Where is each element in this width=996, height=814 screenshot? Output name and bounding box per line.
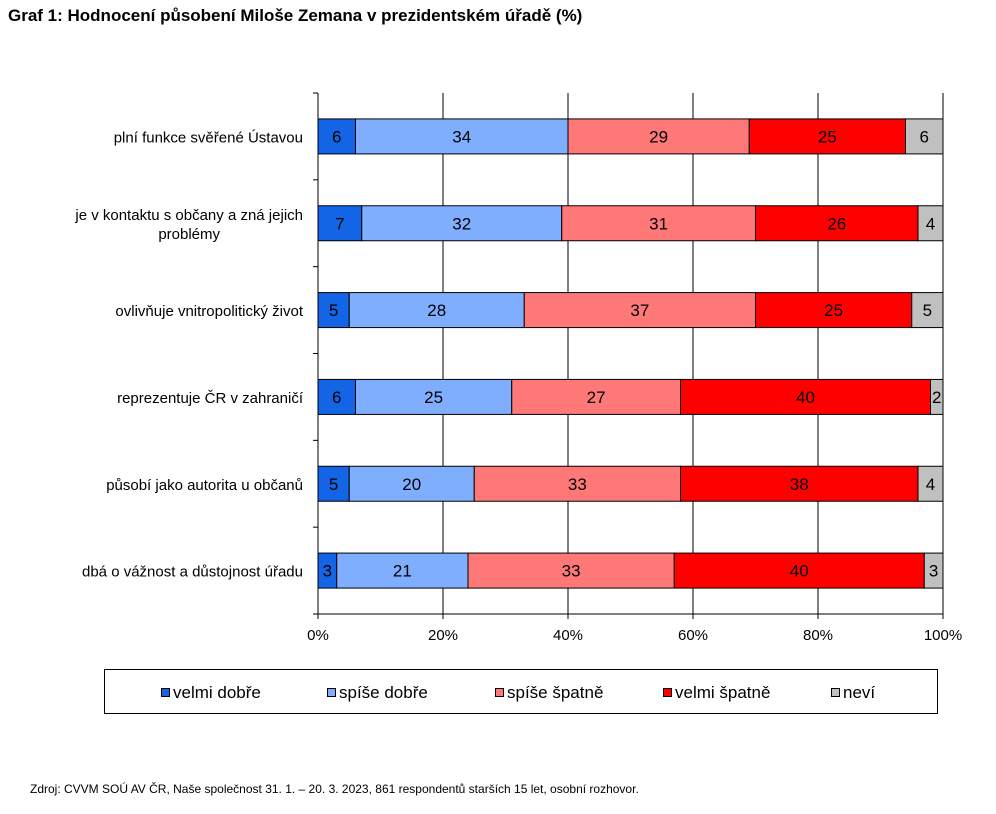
- axes: 0% 20% 40% 60% 80% 100%: [307, 92, 962, 644]
- x-tick-label: 60%: [678, 627, 708, 644]
- x-tick-label: 40%: [553, 627, 583, 644]
- data-label: 25: [818, 127, 837, 146]
- bar-segment: [905, 118, 944, 155]
- data-label: 40: [790, 562, 809, 581]
- data-label: 34: [452, 127, 471, 146]
- x-tick-label: 100%: [924, 627, 962, 644]
- data-label: 5: [923, 301, 932, 320]
- data-label: 32: [452, 214, 471, 233]
- legend-label: velmi špatně: [675, 682, 771, 702]
- x-tick-label: 20%: [428, 627, 458, 644]
- bar-segment: [317, 118, 356, 155]
- data-label: 6: [332, 127, 341, 146]
- legend-label: velmi dobře: [173, 682, 261, 702]
- legend-item: velmi špatně: [663, 670, 770, 715]
- data-label: 2: [932, 388, 941, 407]
- bars: 6 34 29 25 67 32 31 26 45 28 37 25 56 25 27 40 25 20 33 38 4…: [317, 118, 944, 589]
- category-label: problémy: [158, 226, 220, 243]
- bar-segment: [561, 205, 756, 242]
- bar-segment: [336, 552, 469, 589]
- bar-segment: [748, 118, 906, 155]
- bar-segment: [361, 205, 563, 242]
- data-label: 33: [562, 562, 581, 581]
- grid-lines: [442, 93, 944, 614]
- bar-segment: [917, 205, 944, 242]
- stacked-bar-chart: 0% 20% 40% 60% 80% 100% 6 34 29 25 67 32 31 26 45 28 37…: [74, 92, 962, 644]
- data-label: 37: [630, 301, 649, 320]
- bar-segment: [355, 118, 569, 155]
- data-label: 40: [796, 388, 815, 407]
- bar-segment: [911, 292, 944, 329]
- data-label: 5: [329, 301, 338, 320]
- bar-segment: [673, 552, 925, 589]
- data-label: 31: [649, 214, 668, 233]
- bar-segment: [511, 378, 681, 415]
- data-label: 28: [427, 301, 446, 320]
- legend-item: spíše dobře: [327, 670, 428, 715]
- legend-swatch: [327, 688, 336, 697]
- x-tick-label: 80%: [803, 627, 833, 644]
- bar-segment: [567, 118, 750, 155]
- bar-segment: [680, 465, 919, 502]
- source-note: Zdroj: CVVM SOÚ AV ČR, Naše společnost 3…: [30, 782, 639, 796]
- data-label: 20: [402, 475, 421, 494]
- data-label: 5: [329, 475, 338, 494]
- category-label: je v kontaktu s občany a zná jejich: [74, 207, 303, 224]
- legend-item: velmi dobře: [161, 670, 261, 715]
- category-label: dbá o vážnost a důstojnost úřadu: [82, 564, 303, 581]
- data-label: 6: [920, 127, 929, 146]
- data-label: 38: [790, 475, 809, 494]
- data-label: 21: [393, 562, 412, 581]
- data-label: 3: [323, 562, 332, 581]
- bar-segment: [923, 552, 944, 589]
- bar-segment: [317, 292, 350, 329]
- data-label: 33: [568, 475, 587, 494]
- bar-segment: [348, 465, 475, 502]
- data-label: 27: [587, 388, 606, 407]
- legend-swatch: [161, 688, 170, 697]
- data-label: 4: [926, 214, 935, 233]
- category-label: plní funkce svěřené Ústavou: [114, 129, 303, 146]
- legend-label: spíše dobře: [339, 682, 428, 702]
- data-label: 25: [824, 301, 843, 320]
- data-label: 6: [332, 388, 341, 407]
- bar-segment: [317, 378, 356, 415]
- bar-segment: [930, 378, 944, 415]
- x-tick-label: 0%: [307, 627, 329, 644]
- chart-title: Graf 1: Hodnocení působení Miloše Zemana…: [8, 6, 583, 25]
- category-label: působí jako autorita u občanů: [106, 477, 303, 494]
- data-label: 26: [827, 214, 846, 233]
- data-label: 7: [335, 214, 344, 233]
- legend-item: neví: [831, 670, 875, 715]
- legend-swatch: [495, 688, 504, 697]
- data-label: 4: [926, 475, 935, 494]
- legend-item: spíše špatně: [495, 670, 603, 715]
- category-label: ovlivňuje vnitropolitický život: [115, 303, 303, 320]
- bar-segment: [523, 292, 756, 329]
- bar-segment: [917, 465, 944, 502]
- category-label: reprezentuje ČR v zahraničí: [117, 390, 304, 407]
- bar-segment: [680, 378, 931, 415]
- bar-segment: [755, 292, 913, 329]
- legend-label: neví: [843, 682, 876, 702]
- data-label: 25: [424, 388, 443, 407]
- bar-segment: [317, 205, 363, 242]
- legend: velmi dobře spíše dobře spíše špatně velmi …: [104, 669, 938, 714]
- bar-segment: [348, 292, 525, 329]
- legend-swatch: [831, 688, 840, 697]
- data-label: 3: [929, 562, 938, 581]
- data-label: 29: [649, 127, 668, 146]
- category-labels: plní funkce svěřené Ústavou je v kontaktu…: [74, 129, 303, 580]
- bar-segment: [755, 205, 919, 242]
- legend-swatch: [663, 688, 672, 697]
- legend-label: spíše špatně: [507, 682, 604, 702]
- bar-segment: [317, 465, 350, 502]
